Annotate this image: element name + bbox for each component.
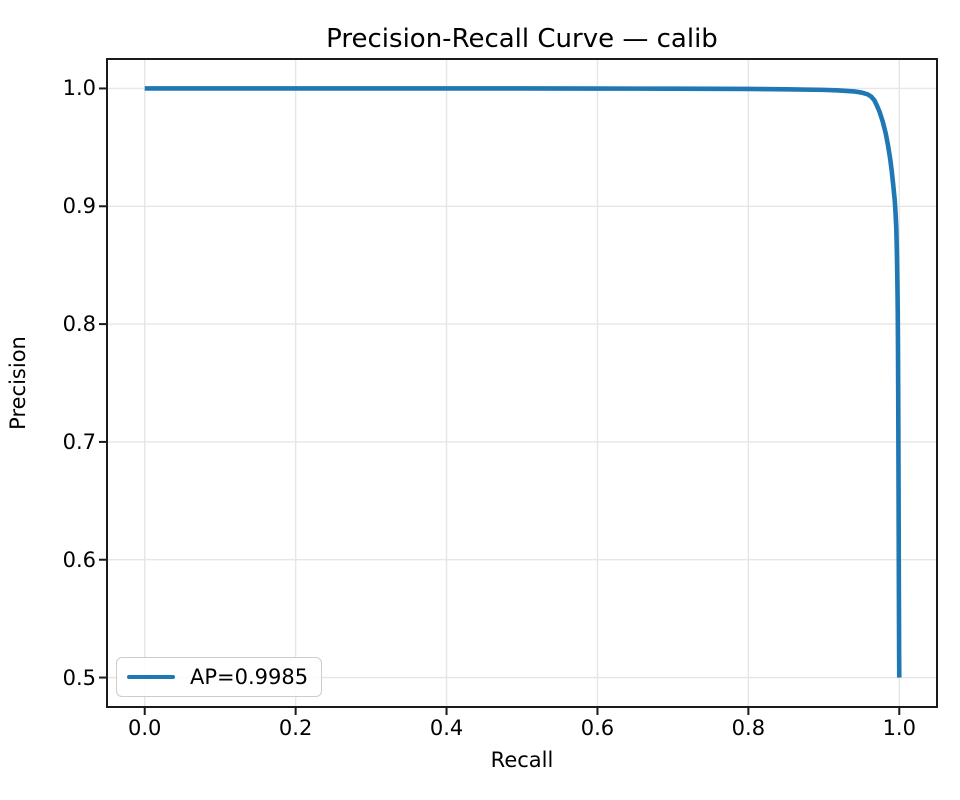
x-tick-label: 0.4 (429, 716, 464, 740)
legend: AP=0.9985 (116, 657, 322, 697)
x-tick-label: 0.6 (580, 716, 615, 740)
pr-curve-line (144, 86, 902, 678)
x-tick-label: 0.2 (278, 716, 313, 740)
y-tick-label: 0.6 (62, 547, 96, 572)
legend-label: AP=0.9985 (190, 665, 309, 689)
y-tick-label: 1.0 (62, 76, 96, 101)
x-tick-label: 0.8 (731, 716, 766, 740)
x-axis-label: Recall (490, 748, 554, 772)
y-tick-label: 0.5 (62, 665, 96, 690)
plot-border (106, 58, 938, 708)
y-tick-label: 0.7 (62, 429, 96, 454)
legend-line-swatch (127, 674, 175, 680)
y-tick-label: 0.8 (62, 312, 96, 337)
x-tick-label: 0.0 (128, 716, 162, 740)
y-axis-label-text: Precision (6, 336, 30, 430)
y-tick-label: 0.9 (62, 194, 96, 219)
chart-title: Precision-Recall Curve — calib (326, 24, 718, 54)
x-tick-label: 1.0 (882, 716, 916, 740)
